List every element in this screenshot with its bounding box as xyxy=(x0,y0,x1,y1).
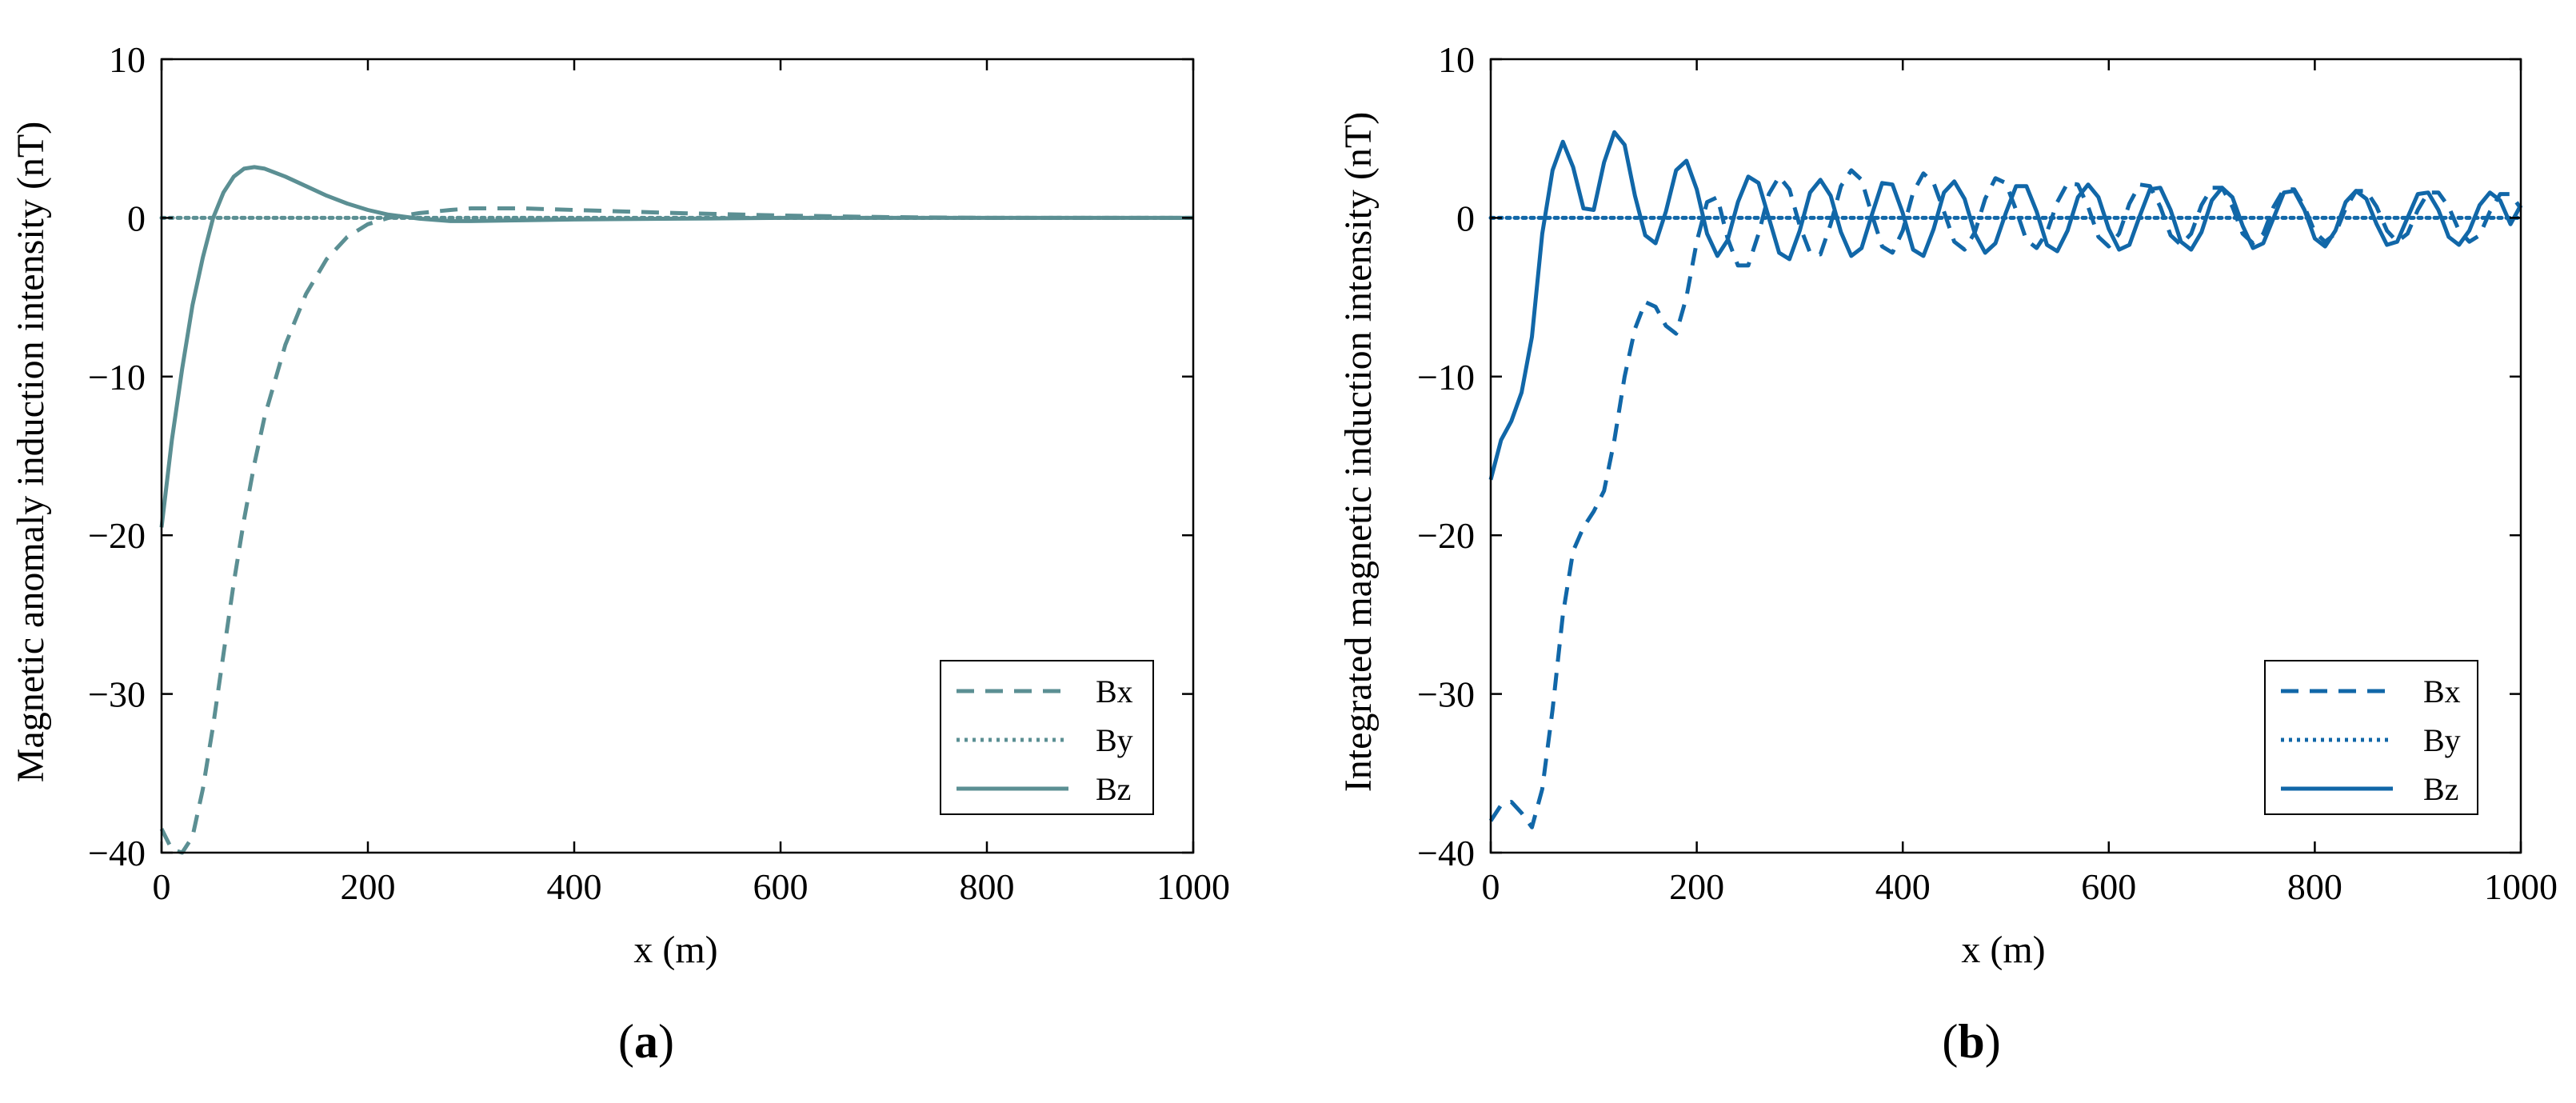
panel-b-series-bz xyxy=(1488,130,2523,481)
chart-panel-a: 0 200 400 600 800 1000 10 0 −10 −20 −30 −40 Magneti… xyxy=(10,39,1230,1068)
panel-a-axes-frame xyxy=(160,58,1195,854)
panel-a-series-bx xyxy=(159,206,1193,855)
panel-a-y-axis-label: Magnetic anomaly induction intensity (nT… xyxy=(10,122,52,782)
panel-a-xtick-label: 200 xyxy=(341,866,396,907)
panel-b-xtick-label: 800 xyxy=(2287,866,2342,907)
panel-a-xtick-label: 1000 xyxy=(1156,866,1230,907)
panel-b-axes-frame xyxy=(1489,58,2522,854)
panel-a-legend-by-label: By xyxy=(1096,722,1133,758)
panel-b-ytick-label: −10 xyxy=(1417,357,1475,398)
panel-a-legend-bx-label: Bx xyxy=(1096,673,1133,709)
panel-b-legend-bz-label: Bz xyxy=(2423,771,2458,807)
panel-b-xtick-label: 200 xyxy=(1669,866,1724,907)
panel-b-xtick-label: 1000 xyxy=(2484,866,2558,907)
panel-b-legend: Bx By Bz xyxy=(2264,660,2478,815)
panel-b-ytick-label: −20 xyxy=(1417,515,1475,556)
panel-a-ytick-label: −10 xyxy=(88,357,146,398)
panel-b-legend-bx-label: Bx xyxy=(2423,673,2461,709)
panel-a-ytick-label: 10 xyxy=(109,39,146,80)
chart-panel-b: 0 200 400 600 800 1000 10 0 −10 −20 −30 −40 Integra… xyxy=(1337,39,2558,1068)
panel-b-x-axis-label: x (m) xyxy=(1961,929,2045,971)
panel-a-legend: Bx By Bz xyxy=(940,660,1154,815)
panel-a-series-bz xyxy=(159,165,1193,528)
panel-b-ytick-label: −40 xyxy=(1417,833,1475,873)
panel-a-legend-bz-label: Bz xyxy=(1096,771,1131,807)
panel-a-xtick-label: 400 xyxy=(547,866,602,907)
panel-a-xtick-label: 600 xyxy=(753,866,809,907)
panel-b-xtick-label: 400 xyxy=(1875,866,1931,907)
panel-a-x-axis-label: x (m) xyxy=(633,929,717,971)
panel-b-label: (b) xyxy=(1942,1015,2000,1068)
panel-b-legend-by-label: By xyxy=(2423,722,2461,758)
panel-a-ytick-label: −40 xyxy=(88,833,146,873)
panel-b-xtick-label: 0 xyxy=(1482,866,1500,907)
panel-b-ytick-label: 10 xyxy=(1438,39,1475,80)
panel-a-ytick-label: −20 xyxy=(88,515,146,556)
panel-b-ytick-label: 0 xyxy=(1456,198,1475,238)
panel-b-y-axis-label: Integrated magnetic induction intensity … xyxy=(1337,112,1380,792)
panel-a-ytick-label: −30 xyxy=(88,674,146,715)
panel-b-ytick-label: −30 xyxy=(1417,674,1475,715)
panel-a-ytick-label: 0 xyxy=(127,198,146,238)
panel-a-xtick-label: 0 xyxy=(153,866,171,907)
panel-a-label: (a) xyxy=(618,1015,674,1068)
panel-a-xtick-label: 800 xyxy=(960,866,1015,907)
panel-b-xtick-label: 600 xyxy=(2081,866,2136,907)
